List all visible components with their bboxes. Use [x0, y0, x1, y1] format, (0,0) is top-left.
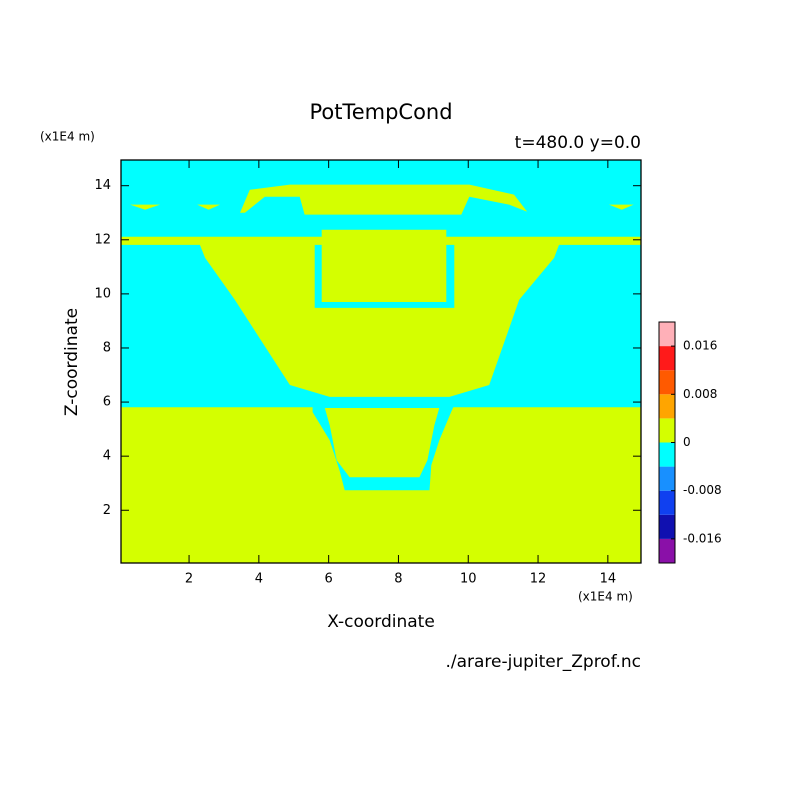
colorbar-bin — [659, 538, 675, 563]
x-unit: (x1E4 m) — [578, 590, 633, 604]
field-region — [240, 184, 528, 215]
plot-frame — [120, 159, 642, 564]
y-tick-label: 2 — [103, 503, 111, 518]
source-file: ./arare-jupiter_Zprof.nc — [445, 652, 641, 672]
y-tick-label: 12 — [94, 232, 111, 247]
chart-title: PotTempCond — [309, 100, 452, 124]
colorbar-bin — [659, 466, 675, 491]
colorbar-tick-label: 0 — [683, 435, 691, 449]
y-tick-label: 6 — [103, 395, 111, 410]
field-region — [608, 204, 634, 210]
y-tick-label: 8 — [103, 340, 111, 355]
x-tick-label: 8 — [394, 572, 402, 587]
colorbar-tick-label: -0.016 — [683, 531, 722, 545]
x-tick-label: 14 — [600, 572, 617, 587]
x-tick-label: 4 — [255, 572, 263, 587]
colorbar-tick-label: -0.008 — [683, 483, 722, 497]
y-axis-label: Z-coordinate — [62, 308, 82, 416]
x-tick-label: 2 — [185, 572, 193, 587]
field-region — [321, 229, 447, 302]
colorbar-bin — [659, 490, 675, 515]
x-tick-label: 6 — [325, 572, 333, 587]
y-tick-label: 14 — [94, 178, 111, 193]
x-tick-label: 12 — [530, 572, 547, 587]
colorbar-tick-label: 0.008 — [683, 387, 717, 401]
colorbar-bin — [659, 346, 675, 371]
x-axis-label: X-coordinate — [327, 612, 435, 632]
field — [121, 160, 641, 563]
colorbar-bin — [659, 442, 675, 467]
chart-subtitle: t=480.0 y=0.0 — [515, 133, 641, 153]
field-region — [197, 204, 221, 210]
colorbar-tick-label: 0.016 — [683, 339, 717, 353]
y-tick-label: 10 — [94, 286, 111, 301]
y-tick-label: 4 — [103, 449, 111, 464]
y-unit: (x1E4 m) — [40, 130, 95, 144]
x-tick-label: 10 — [460, 572, 477, 587]
colorbar-bin — [659, 514, 675, 539]
field-region — [121, 236, 641, 397]
colorbar-bin — [659, 418, 675, 443]
field-region — [130, 204, 161, 210]
colorbar-bin — [659, 322, 675, 347]
colorbar-bin — [659, 370, 675, 395]
colorbar-bin — [659, 394, 675, 419]
field-region — [324, 408, 440, 478]
